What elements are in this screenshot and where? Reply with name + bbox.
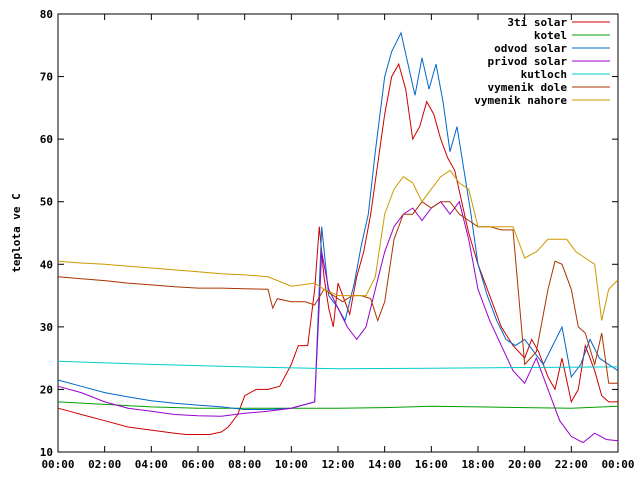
y-tick-label: 50 bbox=[40, 196, 53, 209]
y-tick-label: 40 bbox=[40, 258, 53, 271]
y-tick-label: 10 bbox=[40, 446, 53, 459]
series-line-3ti-solar bbox=[57, 62, 618, 435]
y-tick-label: 20 bbox=[40, 383, 53, 396]
legend-label: vymenik nahore bbox=[474, 94, 567, 107]
axis-ticks: 00:00 02:00 04:00 06:00 08:00 10:00 12:00 14:00… bbox=[40, 8, 635, 471]
x-tick-label: 00:00 bbox=[41, 458, 74, 471]
x-tick-label: 20:00 bbox=[508, 458, 541, 471]
y-tick-label: 80 bbox=[40, 8, 53, 21]
legend-label: 3ti solar bbox=[507, 16, 567, 29]
y-tick-label: 30 bbox=[40, 321, 53, 334]
series-line-kutloch bbox=[57, 360, 619, 370]
x-tick-label: 06:00 bbox=[181, 458, 214, 471]
x-tick-label: 04:00 bbox=[135, 458, 168, 471]
legend-label: privod solar bbox=[488, 55, 568, 68]
series-line-odvod-solar bbox=[57, 31, 619, 410]
x-tick-label: 00:00 bbox=[601, 458, 634, 471]
y-axis-label: teplota ve C bbox=[10, 193, 23, 272]
x-tick-label: 14:00 bbox=[368, 458, 401, 471]
x-tick-label: 08:00 bbox=[228, 458, 261, 471]
x-tick-label: 02:00 bbox=[88, 458, 121, 471]
y-tick-label: 70 bbox=[40, 71, 53, 84]
legend-label: vymenik dole bbox=[488, 81, 568, 94]
x-tick-label: 12:00 bbox=[321, 458, 354, 471]
legend-label: kotel bbox=[534, 29, 567, 42]
x-tick-label: 16:00 bbox=[415, 458, 448, 471]
legend-label: kutloch bbox=[521, 68, 567, 81]
x-tick-label: 22:00 bbox=[555, 458, 588, 471]
y-tick-label: 60 bbox=[40, 133, 53, 146]
series-line-vymenik-dole bbox=[57, 201, 618, 384]
legend-label: odvod solar bbox=[494, 42, 567, 55]
series-line-vymenik-nahore bbox=[57, 169, 619, 321]
series-group bbox=[57, 31, 619, 444]
series-line-kotel bbox=[57, 401, 619, 409]
x-tick-label: 18:00 bbox=[461, 458, 494, 471]
x-tick-label: 10:00 bbox=[275, 458, 308, 471]
series-line-privod-solar bbox=[57, 200, 619, 444]
